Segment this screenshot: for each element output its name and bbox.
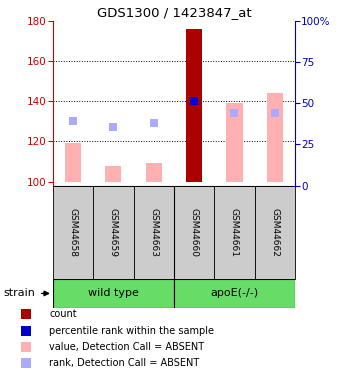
Point (24, 360, 29, 366)
Point (151, 120, 157, 126)
Title: GDS1300 / 1423847_at: GDS1300 / 1423847_at (97, 6, 251, 20)
Bar (146, 164, 162, 182)
Point (232, 110, 237, 116)
Bar (105, 165, 121, 182)
Text: GSM44661: GSM44661 (230, 208, 239, 257)
Text: percentile rank within the sample: percentile rank within the sample (49, 326, 214, 336)
Point (24, 328, 29, 334)
Text: GSM44660: GSM44660 (190, 208, 198, 257)
Bar (174, 279, 295, 308)
Point (70, 118, 76, 124)
Point (272, 110, 278, 116)
Text: GSM44659: GSM44659 (109, 208, 118, 257)
Bar (186, 28, 202, 182)
Text: count: count (49, 309, 77, 319)
Point (24, 311, 29, 317)
Bar (267, 93, 283, 182)
Bar (174, 186, 214, 279)
Bar (53, 186, 93, 279)
Text: GSM44662: GSM44662 (270, 208, 279, 257)
Point (24, 344, 29, 350)
Text: value, Detection Call = ABSENT: value, Detection Call = ABSENT (49, 342, 205, 352)
Bar (214, 186, 255, 279)
Text: GSM44663: GSM44663 (149, 208, 158, 257)
Bar (53, 279, 174, 308)
Text: apoE(-/-): apoE(-/-) (210, 288, 258, 298)
Bar (255, 186, 295, 279)
Bar (93, 186, 134, 279)
Point (110, 124, 116, 130)
Text: strain: strain (3, 288, 35, 298)
Point (191, 98, 197, 104)
Text: wild type: wild type (88, 288, 139, 298)
Bar (65, 143, 81, 182)
Text: rank, Detection Call = ABSENT: rank, Detection Call = ABSENT (49, 358, 199, 368)
Text: GSM44658: GSM44658 (69, 208, 77, 257)
Bar (226, 103, 242, 182)
Bar (134, 186, 174, 279)
